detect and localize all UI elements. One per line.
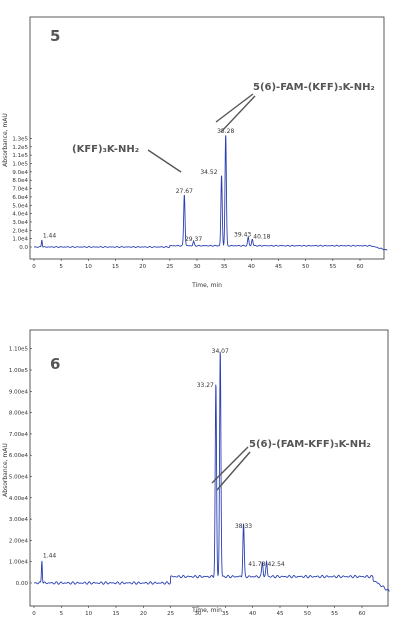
y-tick-label: 1.0e4 xyxy=(12,237,28,243)
peak-label: 42.54 xyxy=(268,561,285,568)
annotation-leader xyxy=(147,149,182,173)
x-tick-label: 35 xyxy=(222,611,229,617)
annotation-leader xyxy=(216,451,251,491)
annotation-kff-peptide: (KFF)₃K-NH₂ xyxy=(72,144,139,155)
x-tick-label: 25 xyxy=(167,611,174,617)
y-tick-label: 1.3e5 xyxy=(12,136,28,142)
x-tick-label: 15 xyxy=(113,611,120,617)
annotation-leader xyxy=(215,93,254,123)
y-tick-label: 5.00e4 xyxy=(9,475,29,481)
y-tick-label: 1.1e5 xyxy=(12,153,28,159)
y-tick-label: 9.00e4 xyxy=(9,389,29,395)
x-tick-label: 0 xyxy=(32,264,36,270)
peak-label: 34.07 xyxy=(212,348,229,355)
panel-label: 5 xyxy=(50,27,60,45)
chromatogram-trace xyxy=(33,351,390,592)
y-tick-label: 1.0e5 xyxy=(12,162,28,168)
y-tick-label: 1.00e4 xyxy=(9,560,29,566)
peak-label: 39.43 xyxy=(234,232,251,239)
peak-label: 29.37 xyxy=(185,236,202,243)
x-tick-label: 20 xyxy=(140,611,147,617)
y-tick-label: 1.00e5 xyxy=(9,368,29,374)
x-tick-label: 55 xyxy=(331,611,338,617)
x-tick-label: 60 xyxy=(359,611,366,617)
peak-labels: 1.44 33.27 34.07 38.33 41.78 42.54 xyxy=(43,348,285,568)
peak-label: 33.27 xyxy=(197,382,214,389)
annotation-leader xyxy=(211,446,249,484)
plot-frame xyxy=(29,329,389,607)
x-tick-label: 45 xyxy=(277,611,284,617)
x-tick-label: 30 xyxy=(195,611,202,617)
y-tick-label: 0.0 xyxy=(19,245,28,251)
x-tick-label: 50 xyxy=(302,264,309,270)
y-tick-label: 1.2e5 xyxy=(12,145,28,151)
y-axis-ticks: 0.00 1.00e4 2.00e4 3.00e4 4.00e4 5.00e4 6.00e4… xyxy=(9,347,32,587)
annotation-leader xyxy=(220,95,256,133)
annotation-fam-peptide: 5(6)-FAM-(KFF)₃K-NH₂ xyxy=(253,82,375,93)
y-tick-label: 7.00e4 xyxy=(9,432,29,438)
y-tick-label: 8.0e4 xyxy=(12,178,28,184)
x-axis-label: Time, min xyxy=(191,282,222,289)
chromatogram-panel-5: 0.0 1.0e4 2.0e4 3.0e4 4.0e4 5.0e4 6.0e4 7.0e4 8.… xyxy=(2,16,388,289)
peak-label: 40.18 xyxy=(253,233,270,240)
x-tick-label: 5 xyxy=(59,264,63,270)
peak-label: 34.52 xyxy=(200,169,217,176)
x-tick-label: 40 xyxy=(248,264,255,270)
x-tick-label: 15 xyxy=(112,264,119,270)
peak-label: 27.67 xyxy=(176,188,193,195)
peak-labels: 1.44 27.67 29.37 34.52 35.28 39.43 40.18 xyxy=(43,128,271,243)
x-tick-label: 10 xyxy=(85,611,92,617)
y-tick-label: 2.00e4 xyxy=(9,538,29,544)
y-tick-label: 1.10e5 xyxy=(9,347,29,353)
y-tick-label: 9.0e4 xyxy=(12,170,28,176)
y-tick-label: 4.00e4 xyxy=(9,496,29,502)
x-tick-label: 20 xyxy=(139,264,146,270)
peak-label: 38.33 xyxy=(235,523,252,530)
x-tick-label: 10 xyxy=(85,264,92,270)
x-tick-label: 50 xyxy=(304,611,311,617)
y-tick-label: 4.0e4 xyxy=(12,212,28,218)
x-tick-label: 40 xyxy=(249,611,256,617)
plot-frame xyxy=(29,16,385,260)
x-tick-label: 5 xyxy=(60,611,64,617)
y-tick-label: 5.0e4 xyxy=(12,203,28,209)
y-axis-label: Absorbance, mAU xyxy=(2,443,9,497)
peak-label: 1.44 xyxy=(43,553,57,560)
x-axis-ticks: 0 5 10 15 20 25 30 35 40 45 50 55 60 xyxy=(32,606,366,617)
peak-label: 41.78 xyxy=(248,561,265,568)
x-tick-label: 35 xyxy=(221,264,228,270)
y-tick-label: 6.00e4 xyxy=(9,453,29,459)
x-tick-label: 0 xyxy=(32,611,36,617)
chromatogram-panel-6: 0.00 1.00e4 2.00e4 3.00e4 4.00e4 5.00e4 6.00e4… xyxy=(2,329,390,617)
y-tick-label: 3.00e4 xyxy=(9,517,29,523)
y-tick-label: 8.00e4 xyxy=(9,411,29,417)
chromatogram-trace xyxy=(33,135,388,251)
x-tick-label: 25 xyxy=(166,264,173,270)
y-axis-ticks: 0.0 1.0e4 2.0e4 3.0e4 4.0e4 5.0e4 6.0e4 7.0e4 8.… xyxy=(12,136,32,251)
panel-label: 6 xyxy=(50,355,60,373)
y-tick-label: 7.0e4 xyxy=(12,187,28,193)
y-tick-label: 0.00 xyxy=(16,581,29,587)
y-tick-label: 6.0e4 xyxy=(12,195,28,201)
y-tick-label: 3.0e4 xyxy=(12,220,28,226)
x-axis-label: Time, min xyxy=(191,607,222,614)
x-tick-label: 30 xyxy=(194,264,201,270)
annotation-fam-peptide: 5(6)-(FAM-KFF)₃K-NH₂ xyxy=(249,439,371,450)
x-tick-label: 45 xyxy=(275,264,282,270)
peak-label: 35.28 xyxy=(217,128,234,135)
x-axis-ticks: 0 5 10 15 20 25 30 35 40 45 50 55 60 xyxy=(32,259,364,270)
x-tick-label: 60 xyxy=(357,264,364,270)
x-tick-label: 55 xyxy=(329,264,336,270)
y-tick-label: 2.0e4 xyxy=(12,228,28,234)
y-axis-label: Absorbance, mAU xyxy=(2,113,9,167)
peak-label: 1.44 xyxy=(43,232,57,239)
